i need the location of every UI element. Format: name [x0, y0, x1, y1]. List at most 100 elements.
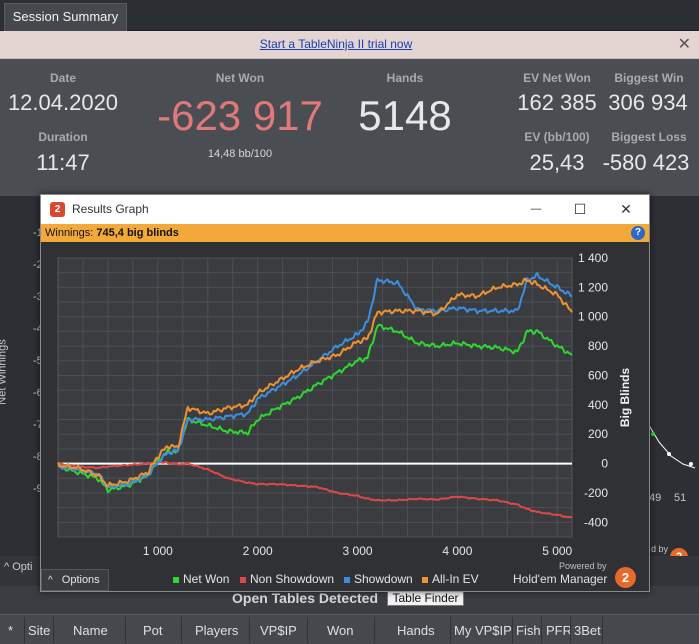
results-graph-window: 2 Results Graph — ☐ ✕ Winnings: 745,4 bi…	[40, 194, 650, 592]
biggest-loss-value: -580 423	[602, 150, 690, 175]
date-stat: Date	[18, 71, 108, 85]
bg-ytick: -8	[33, 451, 43, 463]
legend-label: All-In EV	[432, 572, 479, 586]
net-won-value-wrap: -623 917	[145, 92, 335, 140]
bg-ytick: -7	[33, 419, 43, 431]
y-tick-label: 400	[588, 398, 608, 412]
non-showdown-line	[57, 460, 573, 519]
window-titlebar[interactable]: 2 Results Graph — ☐ ✕	[41, 195, 649, 224]
col-header-my-vpip[interactable]: My VP$IP	[454, 623, 512, 638]
bg-ytick: -2	[33, 259, 43, 271]
bg-ytick: -6	[33, 387, 43, 399]
ev-bb100-value-wrap: 25,43	[512, 150, 602, 176]
minimize-button[interactable]: —	[530, 203, 542, 215]
promo-banner: Start a TableNinja II trial now ✕	[0, 31, 699, 59]
legend-non-showdown: Non Showdown	[240, 572, 334, 586]
hands-label: Hands	[386, 71, 424, 85]
col-header-3bet[interactable]: 3Bet	[574, 623, 601, 638]
legend-all-in-ev: All-In EV	[422, 572, 479, 586]
col-header-site[interactable]: Site	[28, 623, 51, 638]
legend-label: Net Won	[183, 572, 230, 586]
ev-net-won-stat: EV Net Won	[512, 71, 602, 85]
duration-label: Duration	[38, 130, 88, 144]
net-won-label: Net Won	[215, 71, 265, 85]
biggest-win-label: Biggest Win	[614, 71, 684, 85]
tableninja-trial-link[interactable]: Start a TableNinja II trial now	[259, 37, 413, 51]
ev-bb100-stat: EV (bb/100)	[512, 130, 602, 144]
col-header-pot[interactable]: Pot	[143, 623, 163, 638]
col-header-won[interactable]: Won	[327, 623, 354, 638]
duration-value-wrap: 11:47	[18, 150, 108, 176]
date-value: 12.04.2020	[7, 90, 119, 115]
plot-area	[57, 257, 573, 538]
help-icon[interactable]: ?	[631, 226, 645, 240]
hands-value: 5148	[358, 92, 452, 139]
col-header-star[interactable]: *	[8, 623, 14, 638]
session-summary-panel: Date 12.04.2020 Duration 11:47 Net Won -…	[0, 59, 699, 196]
bg-ytick: -5	[33, 355, 43, 367]
y-tick-label: 200	[588, 427, 608, 441]
col-header-vpip[interactable]: VP$IP	[260, 623, 297, 638]
tab-session-summary[interactable]: Session Summary	[4, 3, 127, 31]
duration-value: 11:47	[36, 150, 90, 175]
winnings-summary: Winnings: 745,4 big blinds	[45, 227, 179, 239]
background-y-axis-label: Net Winnings	[0, 339, 9, 405]
background-options-button[interactable]: ^ Opti	[4, 561, 32, 573]
hem-brand-logo-icon: 2	[615, 567, 636, 588]
brand-name: Hold'em Manager	[513, 572, 608, 586]
legend-net-won: Net Won	[173, 572, 229, 586]
hem-logo-icon: 2	[50, 202, 65, 217]
net-won-stat: Net Won	[190, 71, 290, 85]
legend-swatch	[240, 576, 246, 583]
maximize-button[interactable]: ☐	[573, 201, 587, 217]
col-header-hands[interactable]: Hands	[397, 623, 435, 638]
legend-label: Showdown	[354, 572, 413, 586]
all-in-ev-line	[57, 277, 573, 488]
biggest-win-stat: Biggest Win	[604, 71, 694, 85]
background-plot-edge	[647, 201, 696, 486]
ev-bb100-label: EV (bb/100)	[524, 130, 590, 144]
y-tick-label: 1 000	[578, 310, 608, 324]
winnings-label: Winnings:	[45, 227, 94, 239]
legend-showdown: Showdown	[344, 572, 413, 586]
col-header-fish[interactable]: Fish	[516, 623, 541, 638]
close-icon[interactable]: ✕	[677, 36, 691, 53]
bg-ytick: -3	[33, 291, 43, 303]
showdown-line	[57, 272, 573, 489]
col-header-pfr[interactable]: PFR	[546, 623, 572, 638]
biggest-loss-stat: Biggest Loss	[604, 130, 694, 144]
col-header-name[interactable]: Name	[73, 623, 108, 638]
net-won-sub-wrap: 14,48 bb/100	[180, 148, 300, 160]
date-label: Date	[49, 71, 76, 85]
legend-swatch	[173, 576, 179, 583]
results-graph-chart: 1 400 1 200 1 000 800 600 400 200 0 -200 -400 1 00…	[57, 251, 632, 558]
x-tick-label: 2 000	[243, 544, 273, 558]
hands-stat: Hands	[355, 71, 455, 85]
y-tick-label: 600	[588, 368, 608, 382]
window-title: Results Graph	[72, 202, 149, 216]
winnings-value: 745,4 big blinds	[96, 227, 179, 239]
table-finder-button[interactable]: Table Finder	[387, 588, 464, 606]
chevron-up-icon: ^	[4, 561, 10, 573]
chevron-up-icon: ^	[48, 575, 53, 586]
tab-bar: Session Summary	[0, 0, 699, 31]
options-button[interactable]: ^ Options	[41, 569, 109, 591]
y-tick-label: -400	[584, 515, 608, 529]
bg-ytick: -4	[33, 323, 43, 335]
biggest-win-value-wrap: 306 934	[600, 90, 696, 116]
bg-ytick: -9	[33, 483, 43, 495]
net-won-bb100: 14,48 bb/100	[207, 148, 273, 160]
duration-stat: Duration	[18, 130, 108, 144]
date-value-wrap: 12.04.2020	[4, 90, 122, 116]
ev-net-won-label: EV Net Won	[523, 71, 591, 85]
x-tick-label: 1 000	[143, 544, 173, 558]
ev-net-won-value: 162 385	[517, 90, 597, 115]
col-header-players[interactable]: Players	[195, 623, 239, 638]
window-close-button[interactable]: ✕	[620, 201, 632, 217]
bg-xtick: 49	[649, 492, 662, 504]
legend-label: Non Showdown	[250, 572, 335, 586]
y-axis-label: Big Blinds	[618, 368, 632, 428]
ev-net-won-value-wrap: 162 385	[512, 90, 602, 116]
biggest-win-value: 306 934	[608, 90, 688, 115]
powered-by-label: Powered by	[559, 561, 607, 571]
